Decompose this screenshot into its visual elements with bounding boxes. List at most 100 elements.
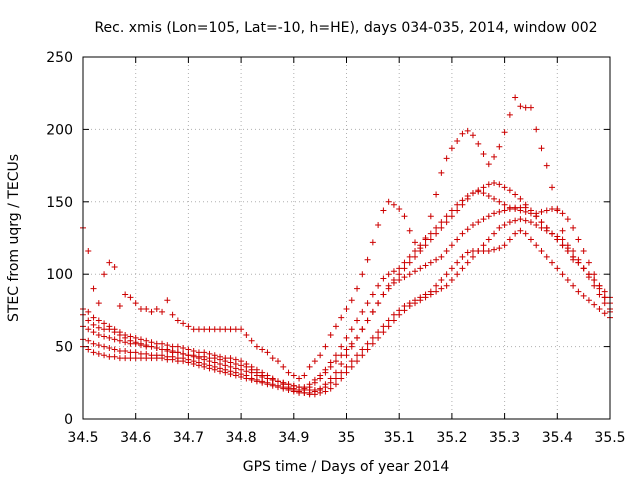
data-point (559, 242, 566, 249)
data-point (427, 291, 434, 298)
data-point (517, 204, 524, 211)
data-point (464, 249, 471, 256)
data-point (311, 376, 318, 383)
data-point (585, 297, 592, 304)
data-point (274, 378, 281, 385)
data-point (427, 236, 434, 243)
data-point (122, 347, 129, 354)
data-point (259, 379, 266, 386)
data-point (290, 372, 297, 379)
data-point (159, 346, 166, 353)
data-point (433, 230, 440, 237)
data-point (238, 326, 245, 333)
data-point (338, 352, 345, 359)
data-point (543, 253, 550, 260)
data-point (390, 201, 397, 208)
data-point (485, 248, 492, 255)
data-point (506, 111, 513, 118)
data-point (159, 355, 166, 362)
data-point (101, 352, 108, 359)
data-point (469, 190, 476, 197)
data-point (538, 145, 545, 152)
data-point (369, 334, 376, 341)
data-point (227, 359, 234, 366)
data-point (443, 248, 450, 255)
data-point (217, 326, 224, 333)
data-point (549, 259, 556, 266)
data-point (485, 193, 492, 200)
data-point (596, 282, 603, 289)
data-point (174, 349, 181, 356)
data-point (338, 314, 345, 321)
data-point (385, 271, 392, 278)
data-point (106, 345, 113, 352)
data-point (332, 358, 339, 365)
data-point (190, 326, 197, 333)
data-point (364, 317, 371, 324)
x-tick-label: 34.9 (278, 430, 309, 446)
data-point (454, 137, 461, 144)
data-point (496, 208, 503, 215)
data-point (443, 271, 450, 278)
data-point (143, 355, 150, 362)
data-point (332, 323, 339, 330)
data-point (169, 311, 176, 318)
data-point (106, 326, 113, 333)
data-point (380, 323, 387, 330)
data-point (90, 321, 97, 328)
data-point (174, 317, 181, 324)
data-point (433, 224, 440, 231)
data-point (464, 226, 471, 233)
data-point (427, 230, 434, 237)
data-points (80, 94, 613, 398)
data-point (201, 326, 208, 333)
data-point (222, 358, 229, 365)
data-point (564, 276, 571, 283)
y-tick-label: 200 (46, 122, 73, 138)
data-point (406, 259, 413, 266)
data-point (201, 363, 208, 370)
data-point (517, 227, 524, 234)
data-point (185, 352, 192, 359)
data-point (417, 297, 424, 304)
data-point (274, 384, 281, 391)
x-tick-label: 34.7 (173, 430, 204, 446)
data-point (380, 275, 387, 282)
y-tick-label: 250 (46, 50, 73, 66)
data-point (180, 320, 187, 327)
data-point (570, 224, 577, 231)
data-point (338, 360, 345, 367)
data-point (116, 332, 123, 339)
data-point (517, 216, 524, 223)
data-point (406, 271, 413, 278)
data-point (412, 248, 419, 255)
data-point (443, 282, 450, 289)
data-point (132, 300, 139, 307)
data-point (369, 340, 376, 347)
data-point (280, 363, 287, 370)
data-point (306, 363, 313, 370)
chart-title: Rec. xmis (Lon=105, Lat=-10, h=HE), days… (94, 20, 597, 36)
data-point (127, 355, 134, 362)
data-point (480, 216, 487, 223)
data-point (448, 213, 455, 220)
data-point (433, 256, 440, 263)
data-point (332, 369, 339, 376)
data-point (575, 236, 582, 243)
data-point (443, 219, 450, 226)
data-point (343, 305, 350, 312)
data-point (332, 352, 339, 359)
data-point (485, 161, 492, 168)
data-point (438, 169, 445, 176)
data-point (517, 195, 524, 202)
data-point (380, 329, 387, 336)
data-point (153, 355, 160, 362)
data-point (554, 265, 561, 272)
data-point (101, 343, 108, 350)
data-point (106, 259, 113, 266)
data-point (354, 285, 361, 292)
data-point (427, 213, 434, 220)
data-point (564, 248, 571, 255)
data-point (390, 311, 397, 318)
data-point (111, 329, 118, 336)
